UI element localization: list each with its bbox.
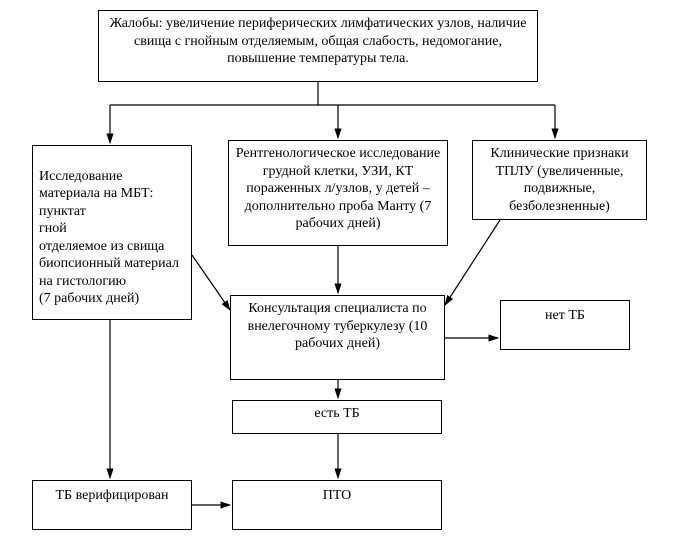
node-consult: Консультация специалиста по внелегочному… (230, 295, 445, 380)
node-pto-text: ПТО (323, 488, 352, 503)
node-verified: ТБ верифицирован (32, 480, 192, 530)
node-complaints: Жалобы: увеличение периферических лимфат… (98, 10, 538, 82)
node-xray-text: Рентгенологическое исследование грудной … (236, 146, 440, 231)
node-xray: Рентгенологическое исследование грудной … (228, 140, 448, 246)
node-no-tb-text: нет ТБ (545, 308, 585, 323)
node-clinical-text: Клинические признаки ТПЛУ (увеличенные, … (490, 146, 628, 214)
node-mbt-text: Исследование материала на МБТ: пунктат г… (39, 169, 179, 307)
node-clinical: Клинические признаки ТПЛУ (увеличенные, … (472, 140, 647, 220)
node-yes-tb: есть ТБ (232, 400, 442, 434)
node-yes-tb-text: есть ТБ (314, 406, 359, 421)
node-complaints-text: Жалобы: увеличение периферических лимфат… (110, 16, 527, 66)
node-verified-text: ТБ верифицирован (55, 488, 168, 503)
node-consult-text: Консультация специалиста по внелегочному… (248, 301, 428, 351)
node-pto: ПТО (232, 480, 442, 530)
node-mbt: Исследование материала на МБТ: пунктат г… (32, 145, 192, 320)
node-no-tb: нет ТБ (500, 300, 630, 350)
